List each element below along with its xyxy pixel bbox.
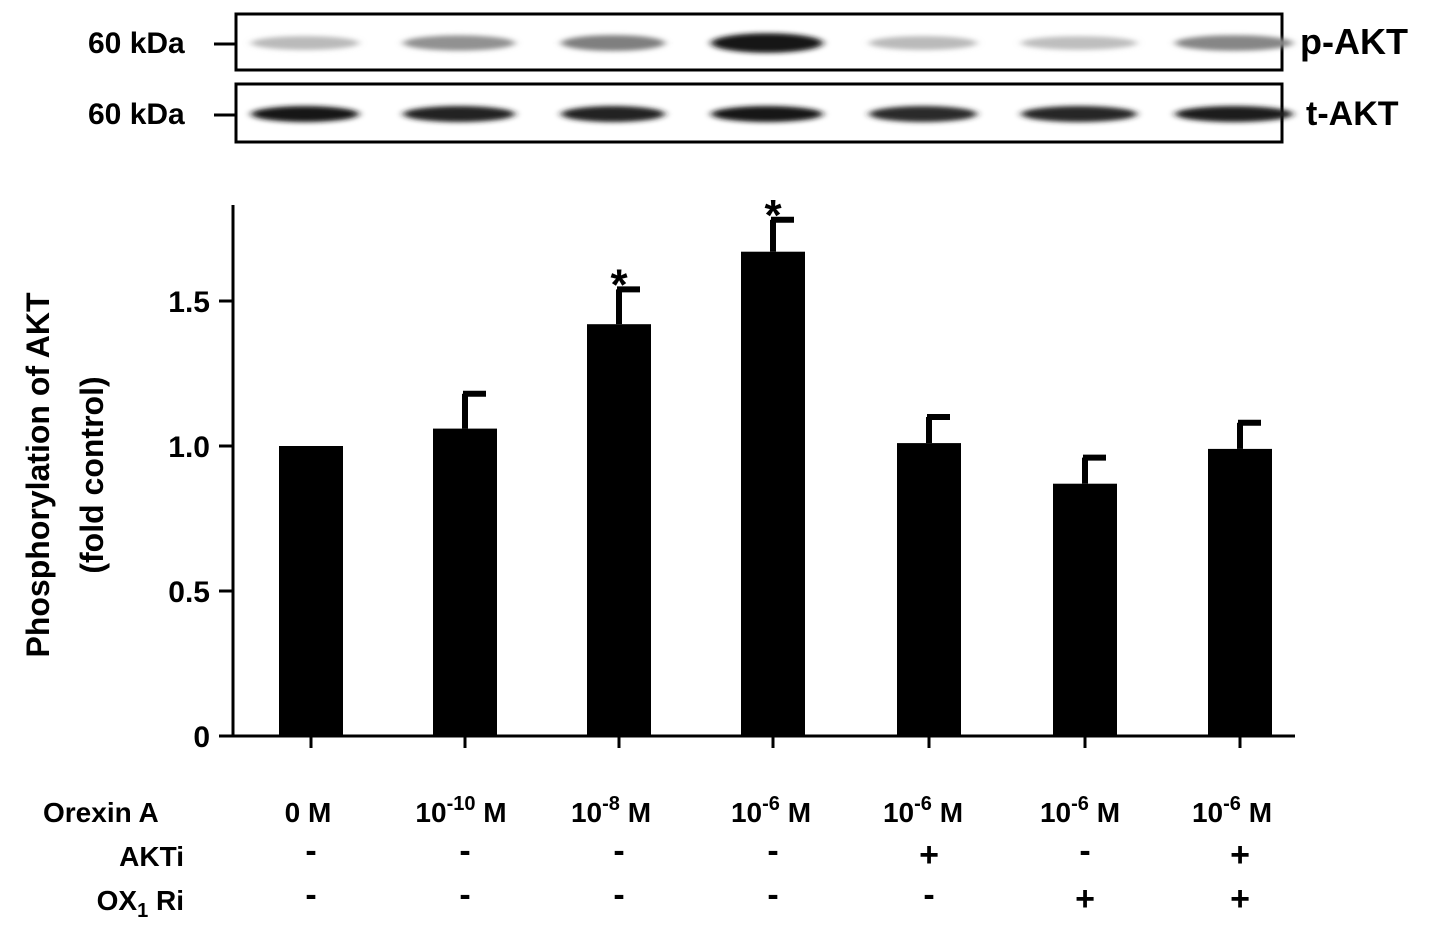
dose-exponent: -8 [602, 793, 620, 815]
orexin-dose-label: 10-6 M [883, 793, 963, 828]
y-axis: 0 0.5 1.0 1.5 [168, 205, 235, 754]
dose-base: 10 [1040, 797, 1071, 828]
blot-band [403, 35, 515, 51]
dose-exponent: -6 [1071, 793, 1089, 815]
bar [741, 251, 805, 736]
y-tick-label: 0.5 [168, 576, 210, 609]
orexin-dose-label: 10-6 M [731, 793, 811, 828]
minus-sign: - [459, 876, 470, 914]
blot-band [561, 35, 665, 51]
minus-sign: - [767, 832, 778, 870]
dose-unit: M [780, 797, 811, 828]
orexin-dose-label: 0 M [285, 797, 332, 828]
dose-base: 0 M [285, 797, 332, 828]
minus-sign: - [305, 876, 316, 914]
orexin-dose-label: 10-8 M [571, 793, 651, 828]
blot-band [711, 106, 823, 122]
dose-unit: M [1241, 797, 1272, 828]
minus-sign: - [1079, 832, 1090, 870]
minus-sign: - [767, 876, 778, 914]
condition-name-ox1ri: OX1 Ri [97, 885, 184, 922]
plus-sign: + [919, 836, 939, 874]
dose-unit: M [1089, 797, 1120, 828]
western-blot: 60 kDa p-AKT 60 kDa t-AKT [88, 12, 1408, 144]
dose-exponent: -6 [762, 793, 780, 815]
minus-sign: - [305, 832, 316, 870]
significance-star: * [764, 191, 782, 240]
bar [897, 443, 961, 736]
orexin-dose-label: 10-10 M [415, 793, 506, 828]
blot-band [869, 36, 977, 50]
dose-base: 10 [571, 797, 602, 828]
y-tick-label: 0 [193, 721, 210, 754]
significance-markers: ** [610, 191, 782, 310]
y-axis-subtitle: (fold control) [74, 376, 110, 573]
minus-sign: - [923, 876, 934, 914]
condition-name-orexin-a: Orexin A [43, 797, 159, 828]
blot-mw-label: 60 kDa [88, 98, 185, 131]
condition-name-akti: AKTi [119, 841, 184, 872]
blot-row-0: 60 kDa p-AKT [88, 12, 1408, 72]
blot-band [251, 36, 359, 50]
dose-exponent: -10 [447, 793, 476, 815]
blot-band [1175, 106, 1293, 122]
dose-unit: M [932, 797, 963, 828]
blot-mw-label: 60 kDa [88, 27, 185, 60]
bar [1053, 483, 1117, 736]
blot-band [711, 33, 823, 53]
plus-sign: + [1230, 880, 1250, 918]
condition-name-base: OX [97, 885, 138, 916]
blot-row-1: 60 kDa t-AKT [88, 82, 1399, 144]
bar [1208, 448, 1272, 736]
blot-band [1175, 35, 1293, 51]
dose-base: 10 [883, 797, 914, 828]
error-bars [462, 216, 1261, 484]
bar [433, 428, 497, 736]
orexin-dose-label: 10-6 M [1040, 793, 1120, 828]
y-axis-title: Phosphorylation of AKT [20, 292, 56, 657]
blot-band [251, 106, 359, 122]
plus-sign: + [1230, 836, 1250, 874]
dose-exponent: -6 [1223, 793, 1241, 815]
condition-name-subscript: 1 [137, 900, 148, 922]
minus-sign: - [613, 832, 624, 870]
significance-star: * [610, 260, 628, 309]
dose-unit: M [620, 797, 651, 828]
minus-sign: - [613, 876, 624, 914]
x-axis [233, 734, 1295, 748]
blot-band [869, 106, 977, 122]
condition-name-rest: Ri [148, 885, 184, 916]
blot-band [1021, 106, 1137, 122]
bar-chart: 00.51.01.5 ** Phosphorylation of AKT (fo… [20, 191, 1295, 754]
dose-base: 10 [415, 797, 446, 828]
y-tick-label: 1.5 [168, 286, 210, 319]
orexin-dose-label: 10-6 M [1192, 793, 1272, 828]
dose-unit: M [475, 797, 506, 828]
dose-base: 10 [731, 797, 762, 828]
blot-row-name: t-AKT [1306, 95, 1399, 133]
minus-sign: - [459, 832, 470, 870]
blot-band [561, 106, 665, 122]
bar [587, 324, 651, 736]
dose-base: 10 [1192, 797, 1223, 828]
blot-band [403, 106, 515, 122]
y-tick-label: 1.0 [168, 431, 210, 464]
plus-sign: + [1075, 880, 1095, 918]
bars [279, 251, 1272, 736]
dose-exponent: -6 [914, 793, 932, 815]
blot-row-name: p-AKT [1300, 21, 1408, 62]
bar [279, 446, 343, 736]
blot-band [1021, 36, 1137, 50]
